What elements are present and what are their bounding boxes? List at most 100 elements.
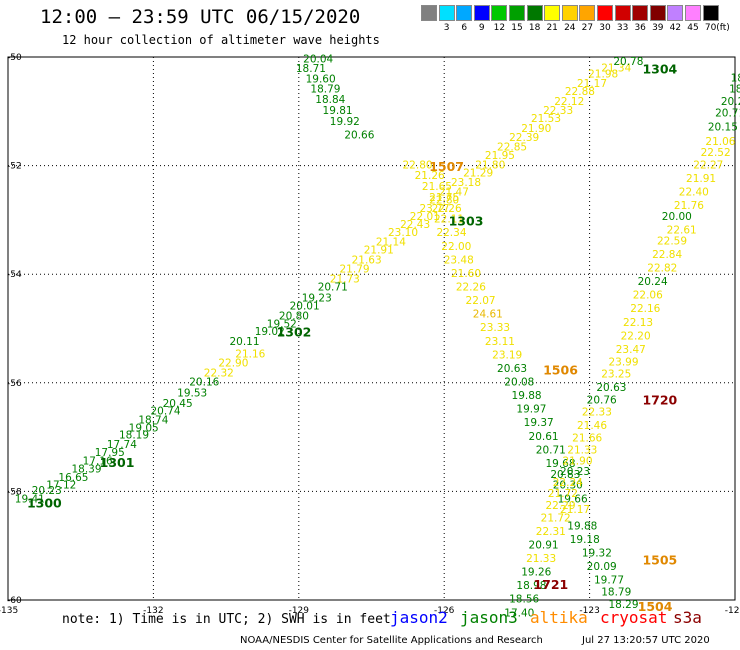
satellite-altika: altika — [530, 608, 588, 627]
wave-height-label: 22.12 — [554, 96, 584, 108]
wave-height-label: 19.77 — [594, 575, 624, 587]
wave-height-label: 17.95 — [95, 447, 125, 459]
wave-height-label: 20.09 — [587, 561, 617, 573]
pass-number-label: 1300 — [27, 496, 62, 511]
wave-height-label: 21.79 — [340, 264, 370, 276]
pass-number-label: 1304 — [642, 61, 677, 76]
x-tick-label: -132 — [143, 606, 163, 616]
wave-height-label: 19.52 — [267, 318, 297, 330]
wave-height-label: 17.12 — [46, 480, 76, 492]
pass-number-label: 1721 — [533, 577, 568, 592]
wave-height-label: 22.32 — [204, 367, 234, 379]
wave-height-label: 21.65 — [422, 181, 452, 193]
wave-height-label: 22.11 — [434, 214, 464, 226]
scale-label: 21 — [546, 23, 558, 33]
wave-height-label: 21.33 — [526, 553, 556, 565]
scale-swatch — [702, 5, 719, 21]
wave-height-label: 23.11 — [485, 336, 515, 348]
satellite-cryosat: cryosat — [600, 608, 668, 627]
wave-height-label: 17.16 — [83, 455, 113, 467]
wave-height-label: 21.53 — [531, 113, 561, 125]
wave-height-label: 23.18 — [451, 177, 481, 189]
wave-height-label: 18.74 — [138, 415, 168, 427]
scale-swatch — [561, 5, 578, 21]
wave-height-label: 18.29 — [608, 599, 638, 611]
wave-height-label: 22.34 — [436, 227, 466, 239]
wave-height-label: 22.13 — [623, 317, 653, 329]
wave-height-label: 21.63 — [352, 254, 382, 266]
wave-height-label: 22.88 — [565, 86, 595, 98]
wave-height-label: 19.81 — [323, 105, 353, 117]
wave-height-label: 20.71 — [536, 444, 566, 456]
wave-height-label: 18.79 — [601, 587, 631, 599]
wave-height-label: 23.33 — [480, 322, 510, 334]
scale-swatch — [509, 5, 525, 21]
y-tick-label: -58 — [7, 487, 22, 497]
wave-height-label: 21.46 — [577, 420, 607, 432]
wave-height-label: 23.25 — [601, 368, 631, 380]
scale-swatch — [456, 5, 473, 21]
footer-note: note: 1) Time is in UTC; 2) SWH is in fe… — [62, 612, 391, 627]
wave-height-label: 20.23 — [32, 485, 62, 497]
wave-height-label: 21.90 — [562, 455, 592, 467]
scale-swatch — [632, 5, 649, 21]
scale-swatch — [597, 5, 613, 21]
pass-number-label: 1301 — [100, 455, 135, 470]
wave-height-label: 20.16 — [189, 377, 219, 389]
wave-height-label: 21.26 — [415, 170, 445, 182]
y-tick-label: -56 — [7, 379, 22, 389]
wave-height-label: 18.71 — [296, 63, 326, 75]
wave-height-label: 22.43 — [400, 219, 430, 231]
wave-height-label: 18.39 — [71, 463, 101, 475]
wave-height-label: 21.29 — [463, 167, 493, 179]
wave-height-label: 22.80 — [403, 159, 433, 171]
wave-height-label: 19.88 — [512, 390, 542, 402]
scale-swatch — [438, 5, 455, 21]
wave-height-label: 22.01 — [410, 211, 440, 223]
wave-height-label: 20.23 — [560, 466, 590, 478]
wave-height-label: 22.26 — [432, 203, 462, 215]
wave-height-label: 20.45 — [163, 398, 193, 410]
wave-height-label: 19.37 — [524, 417, 554, 429]
wave-height-label: 20.63 — [596, 382, 626, 394]
wave-height-label: 19.88 — [567, 520, 597, 532]
satellite-jason2: jason2 — [390, 608, 448, 627]
scale-label: 36 — [634, 23, 646, 33]
wave-height-label: 21.47 — [439, 186, 469, 198]
scale-label: 9 — [478, 23, 485, 33]
scale-swatch — [579, 5, 596, 21]
wave-height-label: 23.48 — [444, 254, 474, 266]
wave-height-label: 20.2 — [721, 96, 740, 108]
wave-height-label: 20.74 — [150, 405, 180, 417]
wave-height-label: 21.80 — [475, 159, 505, 171]
wave-height-label: 18.79 — [310, 83, 340, 95]
wave-height-label: 21.90 — [521, 123, 551, 135]
scale-label: 6 — [461, 23, 468, 33]
wave-height-label: 21.91 — [686, 173, 716, 185]
scale-swatch — [421, 5, 437, 21]
wave-height-label: 22.20 — [621, 330, 651, 342]
scale-label: 39 — [652, 23, 664, 33]
wave-height-label: 20.15 — [708, 121, 738, 133]
wave-height-label: 22.24 — [553, 477, 583, 489]
wave-height-label: 22.82 — [647, 262, 677, 274]
wave-height-label: 21.72 — [541, 512, 571, 524]
wave-height-label: 20.04 — [303, 53, 333, 65]
wave-height-label: 22.85 — [497, 141, 527, 153]
x-tick-label: -123 — [579, 606, 599, 616]
wave-height-label: 22.33 — [582, 406, 612, 418]
scale-swatch — [614, 5, 631, 21]
wave-height-label: 21.75 — [429, 192, 459, 204]
map-title: 12:00 – 23:59 UTC 06/15/2020 — [40, 6, 361, 28]
wave-height-label: 20.01 — [290, 300, 320, 312]
wave-height-label: 17.74 — [107, 439, 137, 451]
pass-number-label: 1303 — [449, 213, 484, 228]
wave-height-label: 20.91 — [529, 539, 559, 551]
wave-height-label: 21.06 — [705, 136, 735, 148]
wave-height-label: 22.27 — [693, 159, 723, 171]
wave-height-label: 21.34 — [601, 63, 631, 75]
wave-height-label: 23.47 — [616, 344, 646, 356]
x-tick-label: -120 — [725, 606, 740, 616]
scale-swatch — [544, 5, 561, 21]
